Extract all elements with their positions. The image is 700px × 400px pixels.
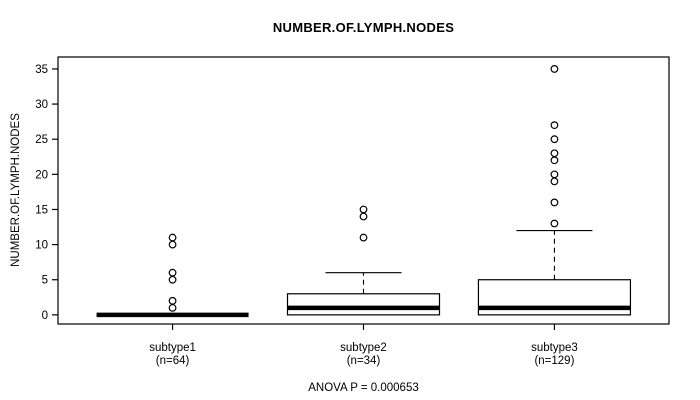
y-tick-label: 5 bbox=[42, 275, 48, 287]
y-tick-label: 20 bbox=[35, 169, 48, 181]
outlier-point bbox=[168, 296, 177, 305]
outlier-point bbox=[550, 198, 559, 207]
outlier-point bbox=[168, 275, 177, 284]
outlier-point bbox=[168, 233, 177, 242]
outlier-point bbox=[550, 156, 559, 165]
y-tick-label: 15 bbox=[35, 204, 48, 216]
group-sublabel: (n=129) bbox=[534, 355, 574, 367]
box bbox=[286, 293, 441, 316]
y-tick-label: 30 bbox=[35, 99, 48, 111]
outlier-point bbox=[168, 303, 177, 312]
group-label: subtype2 bbox=[340, 342, 387, 354]
y-tick-label: 10 bbox=[35, 240, 48, 252]
outlier-point bbox=[550, 219, 559, 228]
outlier-point bbox=[359, 233, 368, 242]
outlier-point bbox=[550, 121, 559, 130]
outlier-point bbox=[550, 149, 559, 158]
outlier-point bbox=[550, 135, 559, 144]
boxplot-group-subtype1: subtype1(n=64) bbox=[96, 233, 249, 367]
chart-title: NUMBER.OF.LYMPH.NODES bbox=[272, 20, 455, 35]
boxplot-group-subtype3: subtype3(n=129) bbox=[477, 65, 632, 367]
outlier-point bbox=[359, 205, 368, 214]
outlier-point bbox=[550, 177, 559, 186]
group-sublabel: (n=64) bbox=[156, 355, 190, 367]
outlier-point bbox=[168, 240, 177, 249]
boxplot-group-subtype2: subtype2(n=34) bbox=[286, 205, 441, 367]
outlier-point bbox=[550, 65, 559, 73]
group-label: subtype3 bbox=[531, 342, 578, 354]
y-tick-label: 0 bbox=[42, 310, 48, 322]
y-tick-label: 25 bbox=[35, 134, 48, 146]
outlier-point bbox=[550, 170, 559, 179]
outlier-point bbox=[168, 268, 177, 277]
y-axis: 0 5 10 15 20 25 30 35 bbox=[35, 64, 58, 322]
group-sublabel: (n=34) bbox=[347, 355, 381, 367]
y-tick-label: 35 bbox=[35, 64, 48, 76]
anova-annotation: ANOVA P = 0.000653 bbox=[308, 382, 419, 394]
group-label: subtype1 bbox=[149, 342, 196, 354]
outlier-point bbox=[359, 212, 368, 221]
